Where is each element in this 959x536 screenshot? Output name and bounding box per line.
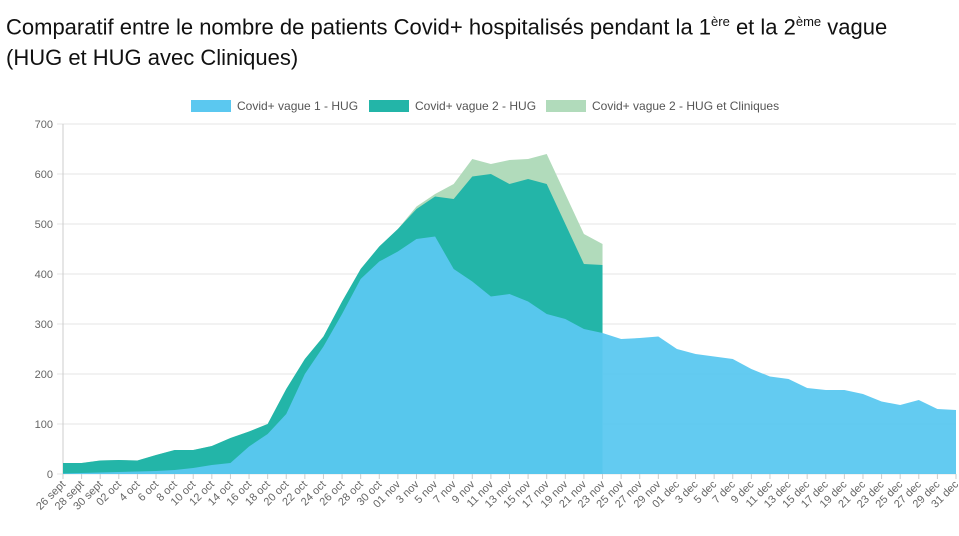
title-part-1: Comparatif entre le nombre de patients C…: [6, 14, 712, 40]
y-tick-label: 700: [35, 119, 53, 131]
y-tick-label: 0: [47, 469, 53, 481]
y-tick-label: 600: [35, 169, 53, 181]
legend: Covid+ vague 1 - HUG Covid+ vague 2 - HUG…: [191, 99, 779, 113]
legend-swatch: [369, 100, 409, 112]
legend-label: Covid+ vague 1 - HUG: [237, 99, 358, 113]
y-tick-label: 200: [35, 369, 53, 381]
legend-label: Covid+ vague 2 - HUG: [415, 99, 536, 113]
area-vague1-hug: [63, 236, 956, 474]
chart-title: Comparatif entre le nombre de patients C…: [6, 6, 946, 73]
y-axis: 0 100 200 300 400 500 600 700: [35, 119, 53, 481]
title-part-3: vague (HUG et HUG avec Cliniques): [6, 14, 888, 71]
title-superscript-1: ère: [711, 14, 730, 29]
y-tick-label: 500: [35, 219, 53, 231]
y-tick-label: 100: [35, 419, 53, 431]
title-superscript-2: ème: [795, 14, 822, 29]
legend-swatch: [546, 100, 586, 112]
y-tick-label: 300: [35, 319, 53, 331]
legend-swatch: [191, 100, 231, 112]
y-tick-label: 400: [35, 269, 53, 281]
legend-label: Covid+ vague 2 - HUG et Cliniques: [592, 99, 779, 113]
series-areas: [63, 154, 956, 474]
title-part-2: et la 2: [729, 14, 796, 40]
